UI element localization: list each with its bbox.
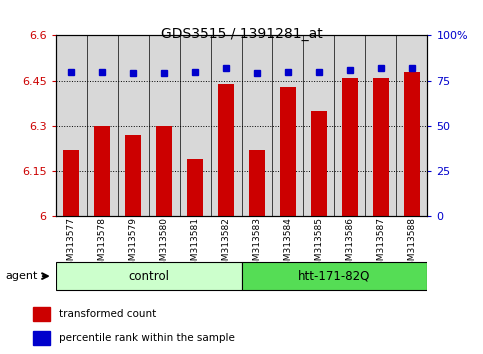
Bar (303, 35, 334, 216)
Bar (397, 35, 427, 216)
Text: GDS3515 / 1391281_at: GDS3515 / 1391281_at (161, 27, 322, 41)
Bar (56, 35, 86, 216)
Bar (311, 111, 327, 216)
Bar (272, 35, 303, 216)
Bar (242, 35, 272, 216)
Bar (280, 87, 296, 216)
Bar (218, 84, 234, 216)
Text: agent: agent (5, 271, 38, 281)
Bar (373, 78, 389, 216)
Bar (249, 150, 265, 216)
Bar (180, 35, 211, 216)
Bar (56, 262, 242, 290)
Bar (125, 135, 141, 216)
Bar (86, 35, 117, 216)
Bar (404, 72, 420, 216)
Bar (334, 35, 366, 216)
Text: transformed count: transformed count (59, 309, 156, 319)
Bar (63, 150, 79, 216)
Bar (33, 331, 50, 344)
Text: control: control (128, 270, 169, 282)
Bar (33, 307, 50, 321)
Bar (242, 262, 427, 290)
Bar (211, 35, 242, 216)
Bar (366, 35, 397, 216)
Bar (342, 78, 358, 216)
Text: htt-171-82Q: htt-171-82Q (298, 270, 370, 282)
Bar (149, 35, 180, 216)
Text: percentile rank within the sample: percentile rank within the sample (59, 332, 235, 343)
Bar (187, 159, 203, 216)
Bar (94, 126, 110, 216)
Bar (117, 35, 149, 216)
Bar (156, 126, 172, 216)
